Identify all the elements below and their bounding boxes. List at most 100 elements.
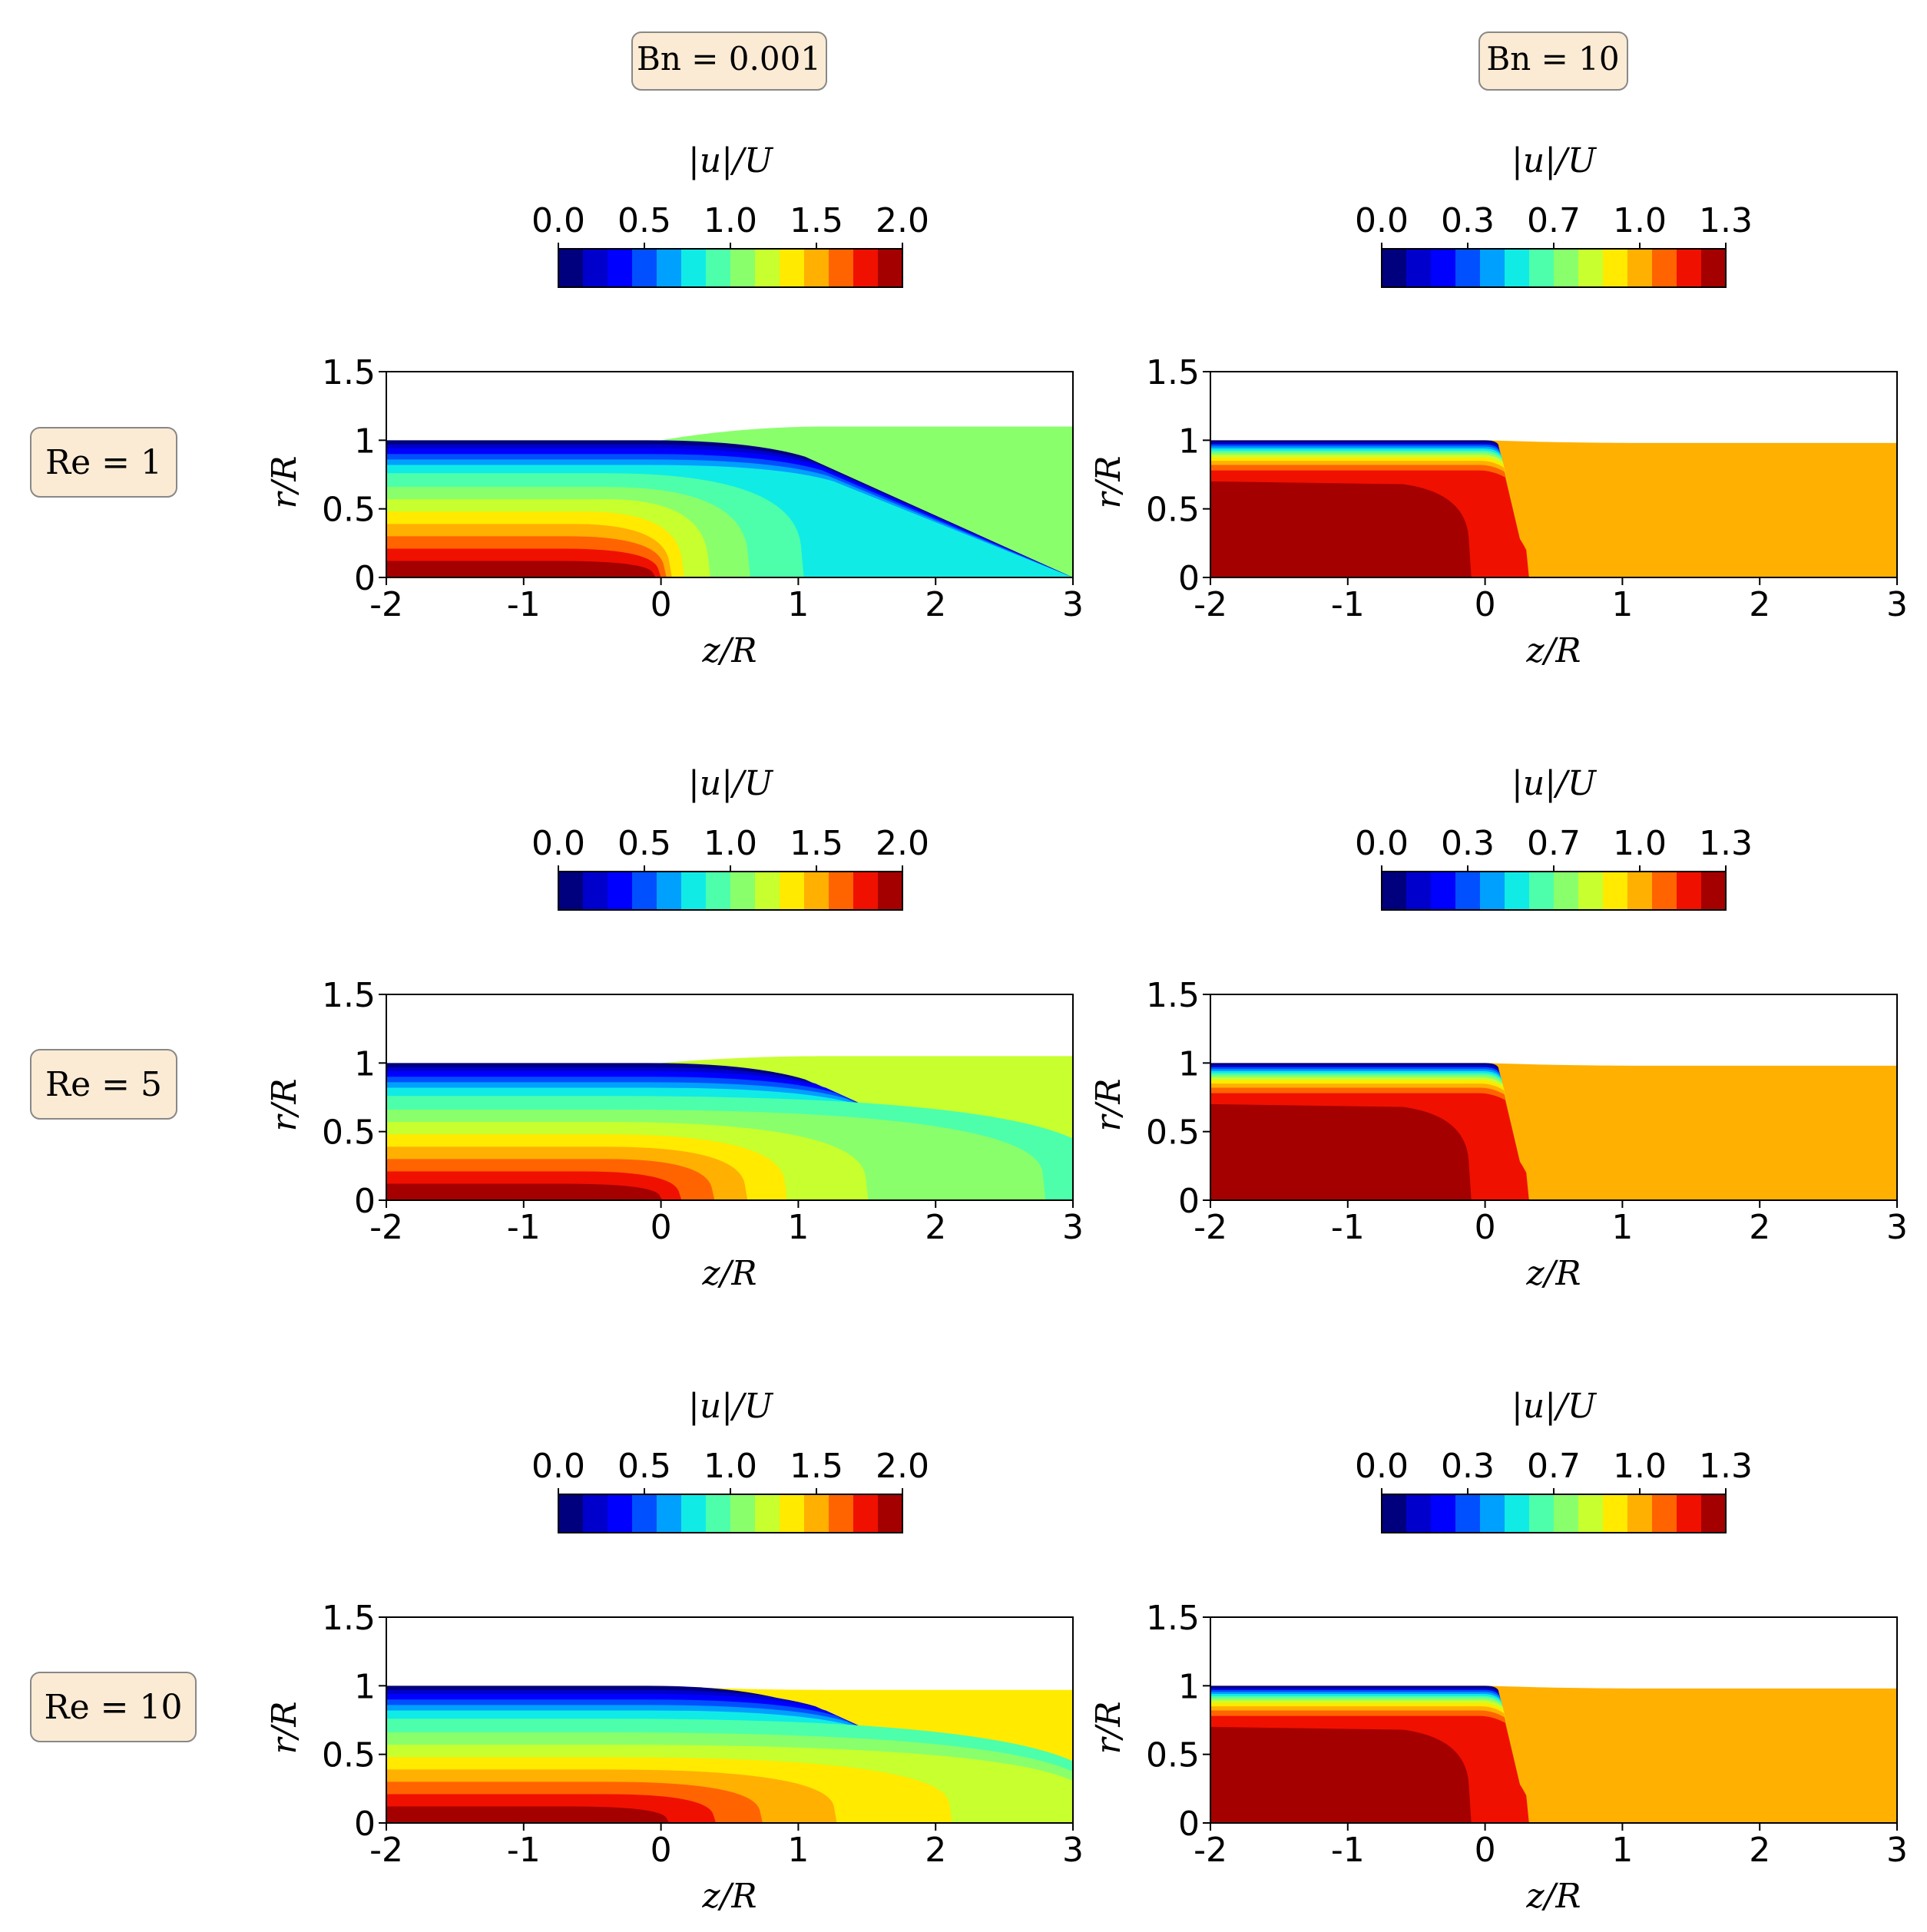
axes: -2 -1 0 1 2 3 0 0.5 1 1.5 z/R r/R	[265, 353, 1084, 670]
axes: -2 -1 0 1 2 3 0 0.5 1 1.5 z/R r/R	[265, 1599, 1084, 1916]
colorbar-segment	[1382, 872, 1407, 910]
row-label-2: Re = 5	[30, 1049, 177, 1120]
row-label-text: Re = 5	[45, 1065, 162, 1104]
colorbar-tick-label: 1.0	[704, 824, 757, 863]
colorbar: 0.0 0.3 0.7 1.0 1.3 |u|/U	[1355, 764, 1753, 911]
x-tick-label: 2	[1749, 1208, 1770, 1247]
colorbar-segment	[681, 1494, 707, 1533]
x-tick-label: -2	[369, 1208, 403, 1247]
y-tick-label: 1.5	[322, 1599, 376, 1638]
colorbar-title: |u|/U	[688, 1387, 774, 1426]
colorbar-segment	[1529, 249, 1555, 287]
row-label-3: Re = 10	[30, 1672, 197, 1742]
colorbar-segment	[558, 1494, 584, 1533]
x-tick-label: 0	[651, 1831, 672, 1870]
colorbar: 0.0 0.3 0.7 1.0 1.3 |u|/U	[1355, 141, 1753, 288]
contour-plot	[1210, 440, 1897, 577]
colorbar-tick-label: 0.3	[1441, 201, 1495, 240]
colorbar-segment	[1701, 249, 1727, 287]
colorbar-tick-label: 2.0	[876, 824, 929, 863]
colorbar-segment	[583, 249, 608, 287]
colorbar-segment	[853, 249, 879, 287]
row-label-box	[30, 1672, 197, 1742]
colorbar-tick-label: 0.3	[1441, 824, 1495, 863]
x-axis-label: z/R	[1525, 631, 1581, 670]
colorbar-tick-label: 0.0	[531, 1447, 585, 1486]
contour-fill	[1210, 1686, 1897, 1823]
colorbar-segment	[657, 1494, 682, 1533]
colorbar-segment	[706, 249, 731, 287]
colorbar-segment	[1652, 1494, 1677, 1533]
axes: -2 -1 0 1 2 3 0 0.5 1 1.5 z/R r/R	[265, 976, 1084, 1293]
colorbar-tick-label: 0.5	[618, 824, 671, 863]
colorbar-segment	[804, 1494, 829, 1533]
colorbar-segment	[608, 249, 633, 287]
axes: -2 -1 0 1 2 3 0 0.5 1 1.5 z/R r/R	[1089, 976, 1908, 1293]
colorbar-segment	[1455, 249, 1481, 287]
y-tick-label: 1	[1178, 1044, 1200, 1083]
y-tick-label: 0.5	[1146, 1113, 1200, 1153]
axes-frame	[386, 1616, 1074, 1824]
x-tick-label: 1	[787, 1831, 809, 1870]
colorbar-tick-label: 1.5	[790, 1447, 843, 1486]
colorbar-segment	[608, 872, 633, 910]
y-axis-label: r/R	[1089, 1702, 1128, 1755]
colorbar-segment	[780, 872, 805, 910]
colorbar-title: |u|/U	[688, 141, 774, 180]
y-tick-label: 0.5	[322, 1113, 376, 1153]
colorbar-segment	[583, 1494, 608, 1533]
colorbar-segment	[1505, 872, 1530, 910]
colorbar-segment	[1406, 249, 1432, 287]
contour-plot	[386, 1686, 1073, 1823]
colorbar-segment	[1554, 872, 1579, 910]
x-tick-label: -1	[1331, 1208, 1365, 1247]
colorbar-segment	[829, 1494, 854, 1533]
colorbar-tick-label: 1.0	[1613, 824, 1667, 863]
contour-region	[386, 1806, 670, 1823]
y-tick-label: 0.5	[322, 1736, 376, 1775]
row-label-box	[30, 427, 177, 498]
colorbar-title: |u|/U	[688, 764, 774, 803]
colorbar-segment	[583, 872, 608, 910]
colorbar-segment	[632, 872, 657, 910]
colorbar-segment	[1431, 249, 1456, 287]
colorbar-segment	[706, 872, 731, 910]
colorbar-segment	[1406, 872, 1432, 910]
contour-fill	[386, 426, 1073, 577]
y-tick-label: 0	[354, 1805, 376, 1844]
colorbar-tick-label: 0.7	[1527, 824, 1581, 863]
colorbar-segment	[804, 872, 829, 910]
colorbar-segment	[1603, 872, 1628, 910]
colorbar-tick-label: 0.0	[1355, 201, 1409, 240]
x-tick-label: 0	[1475, 1208, 1496, 1247]
column-label-text: Bn = 10	[1486, 40, 1619, 78]
axes-frame	[1210, 1616, 1898, 1824]
y-axis-label: r/R	[1089, 456, 1128, 509]
x-tick-label: 3	[1062, 1831, 1084, 1870]
colorbar-segment	[1455, 1494, 1481, 1533]
y-tick-label: 0.5	[1146, 491, 1200, 530]
colorbar-segment	[1603, 249, 1628, 287]
panel-re5-bn0001: 0.0 0.5 1.0 1.5 2.0 |u|/U -2 -1 0 1 2 3 0 0.5 1 1.5 z/R r…	[265, 764, 1084, 1293]
y-tick-label: 0	[1178, 1805, 1200, 1844]
colorbar-segment	[1480, 1494, 1505, 1533]
x-tick-label: 0	[1475, 1831, 1496, 1870]
column-label-bn-10: Bn = 10	[1478, 31, 1628, 91]
colorbar-tick-label: 1.0	[1613, 201, 1667, 240]
colorbar-segment	[1627, 872, 1653, 910]
y-tick-label: 0	[1178, 559, 1200, 598]
colorbar-segment	[1652, 872, 1677, 910]
panel-re5-bn10: 0.0 0.3 0.7 1.0 1.3 |u|/U -2 -1 0 1 2 3 0 0.5 1 1.5 z/R r…	[1089, 764, 1908, 1293]
x-tick-label: 1	[1611, 1208, 1633, 1247]
row-label-text: Re = 1	[45, 443, 162, 482]
colorbar: 0.0 0.5 1.0 1.5 2.0 |u|/U	[531, 141, 929, 288]
panel-re1-bn10: 0.0 0.3 0.7 1.0 1.3 |u|/U -2 -1 0 1 2 3 0 0.5 1 1.5 z/R r…	[1089, 141, 1908, 670]
panel-re1-bn0001: 0.0 0.5 1.0 1.5 2.0 |u|/U -2 -1 0 1 2 3 0 0.5 1 1.5 z/R r…	[265, 141, 1084, 670]
column-label-text: Bn = 0.001	[637, 40, 821, 78]
colorbar-segment	[1554, 1494, 1579, 1533]
x-tick-label: 1	[1611, 1831, 1633, 1870]
colorbar-tick-label: 0.0	[531, 824, 585, 863]
y-tick-label: 1.5	[322, 976, 376, 1015]
y-tick-label: 1	[354, 1667, 376, 1706]
colorbar-segment	[657, 872, 682, 910]
